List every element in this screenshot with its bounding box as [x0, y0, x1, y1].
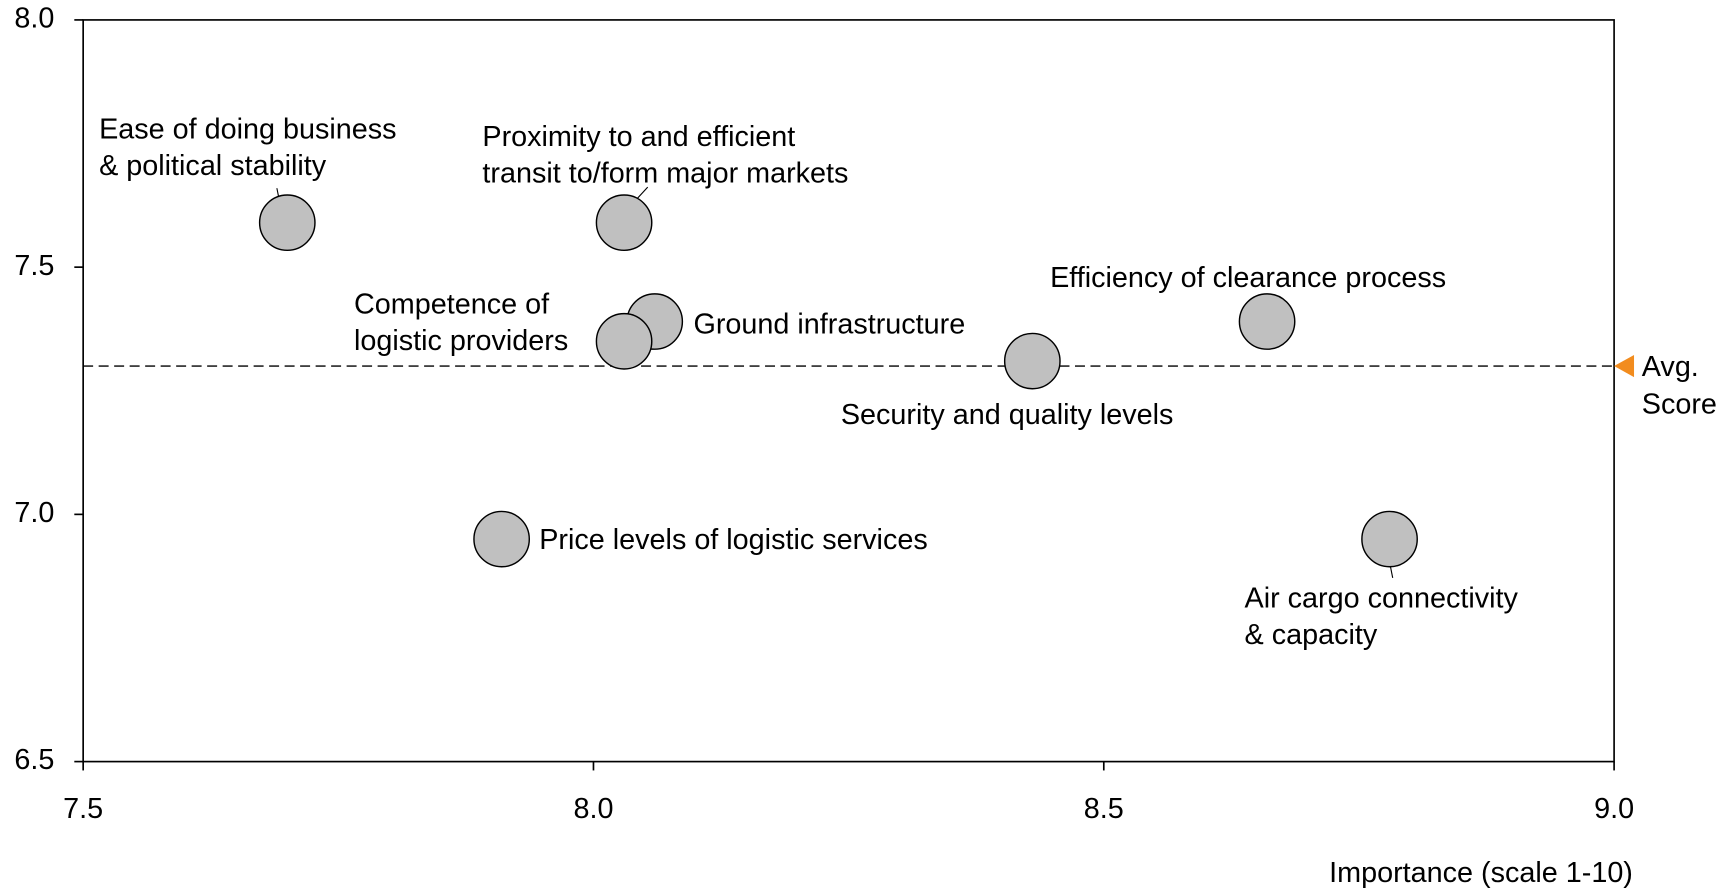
y-tick-label: 8.0: [14, 3, 54, 35]
leader-line: [1389, 566, 1394, 578]
y-tick-label: 7.0: [14, 497, 54, 529]
point-label: & capacity: [1245, 619, 1378, 651]
y-tick-label: 6.5: [14, 744, 54, 776]
bubble: [473, 510, 531, 568]
bubble: [258, 194, 316, 252]
point-label: Ease of doing business: [99, 113, 396, 145]
point-label: Security and quality levels: [841, 399, 1174, 431]
plot-frame: [82, 19, 1615, 763]
point-label: Air cargo connectivity: [1245, 583, 1519, 615]
point-label: Ground infrastructure: [693, 309, 965, 341]
point-label: & political stability: [99, 150, 327, 182]
x-tick-label: 8.0: [573, 793, 613, 825]
point-label: logistic providers: [354, 325, 568, 357]
x-tick-label: 8.5: [1084, 793, 1124, 825]
point-label: Proximity to and efficient: [482, 121, 795, 153]
x-tick-label: 9.0: [1594, 793, 1634, 825]
point-label: Competence of: [354, 289, 550, 321]
x-axis-title: Importance (scale 1-10): [1329, 857, 1633, 889]
bubble: [595, 194, 653, 252]
point-label: Price levels of logistic services: [539, 524, 927, 556]
average-marker: [1614, 354, 1635, 378]
point-label: Efficiency of clearance process: [1050, 262, 1446, 294]
average-label: Avg.: [1642, 351, 1699, 383]
point-label: transit to/form major markets: [482, 158, 848, 190]
x-tick-label: 7.5: [63, 793, 103, 825]
bubble: [1238, 293, 1296, 350]
bubble: [595, 312, 653, 370]
y-tick-label: 7.5: [14, 250, 54, 282]
bubble: [1361, 510, 1418, 568]
bubble: [1003, 332, 1061, 390]
average-label: Score: [1642, 388, 1717, 420]
